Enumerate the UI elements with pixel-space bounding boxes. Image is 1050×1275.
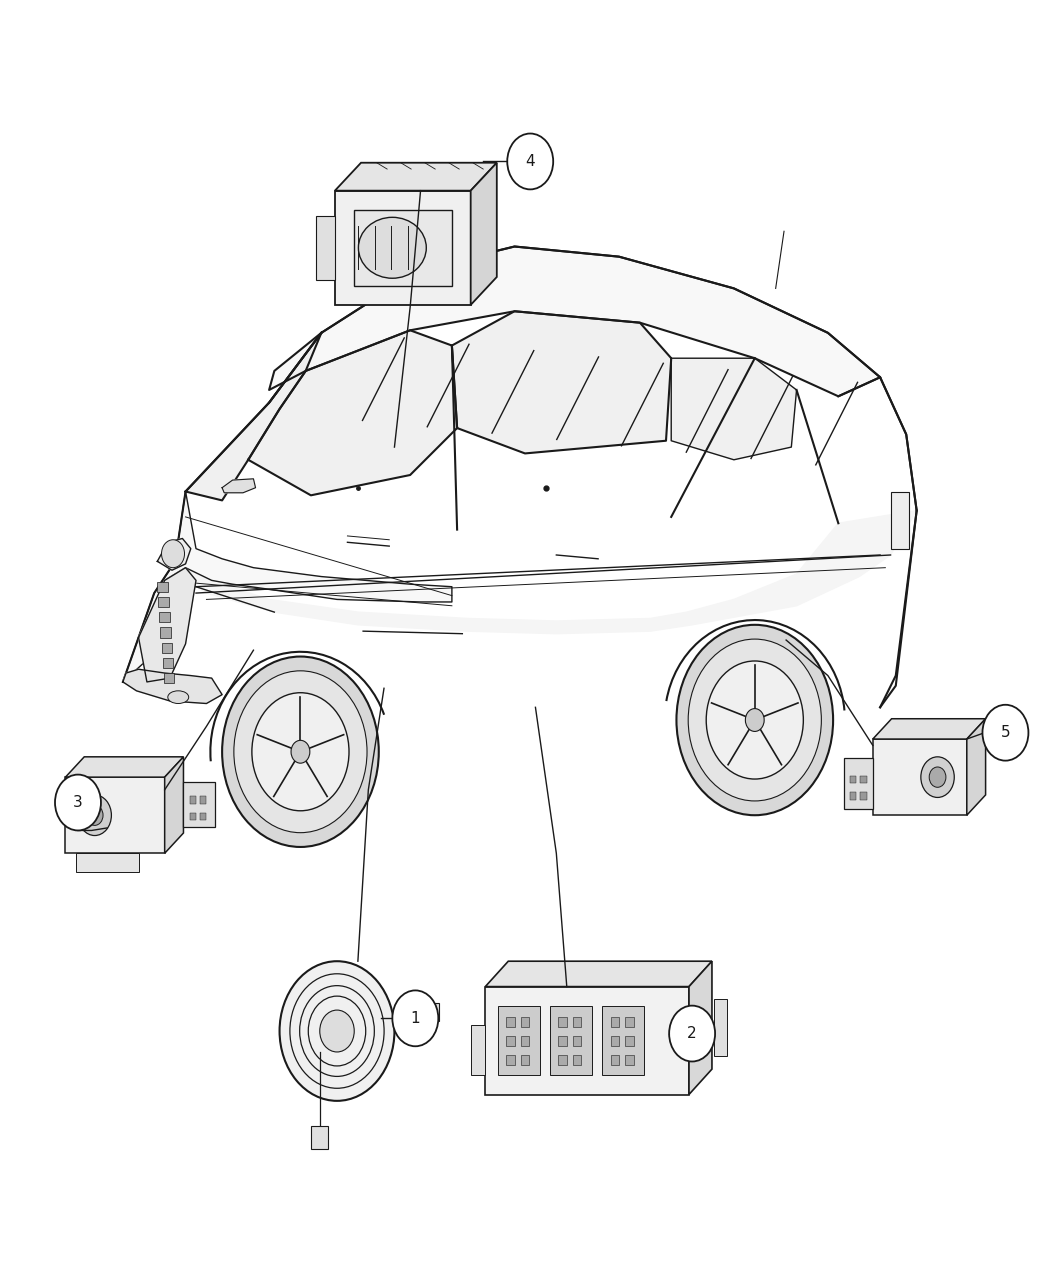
Circle shape	[707, 660, 803, 779]
Bar	[714, 1000, 727, 1057]
Bar	[485, 987, 689, 1094]
Bar	[335, 191, 470, 305]
Bar	[201, 796, 207, 803]
Polygon shape	[123, 492, 452, 682]
Bar	[611, 1037, 619, 1047]
Polygon shape	[139, 567, 196, 682]
Polygon shape	[269, 246, 880, 397]
Polygon shape	[65, 757, 184, 778]
Bar	[625, 1056, 633, 1066]
Bar	[158, 581, 168, 592]
Circle shape	[234, 671, 368, 833]
Circle shape	[320, 1010, 354, 1052]
Circle shape	[162, 539, 185, 567]
Ellipse shape	[168, 691, 189, 704]
Bar	[190, 796, 196, 803]
Bar	[559, 1017, 567, 1028]
Bar	[573, 1037, 582, 1047]
Polygon shape	[223, 479, 255, 492]
Bar	[873, 740, 967, 815]
Polygon shape	[967, 719, 986, 815]
Polygon shape	[335, 163, 497, 191]
Bar	[201, 812, 207, 820]
Bar	[559, 1037, 567, 1047]
Polygon shape	[843, 759, 873, 808]
Bar	[159, 597, 169, 607]
Bar	[521, 1056, 529, 1066]
Bar	[312, 1126, 328, 1149]
Circle shape	[252, 692, 349, 811]
Bar	[506, 1037, 514, 1047]
Polygon shape	[165, 757, 184, 853]
Bar	[625, 1037, 633, 1047]
Polygon shape	[470, 163, 497, 305]
Text: 5: 5	[1001, 725, 1010, 741]
Bar	[506, 1056, 514, 1066]
Circle shape	[983, 705, 1028, 761]
Bar	[506, 1017, 514, 1028]
Polygon shape	[158, 538, 191, 570]
Circle shape	[929, 768, 946, 787]
Bar	[849, 776, 856, 783]
Bar	[354, 209, 452, 286]
Bar	[611, 1056, 619, 1066]
Bar	[316, 215, 335, 279]
Bar	[160, 612, 170, 622]
Polygon shape	[186, 492, 917, 634]
Text: 2: 2	[688, 1026, 697, 1042]
Bar	[603, 1006, 644, 1075]
Bar	[521, 1037, 529, 1047]
Bar	[164, 673, 174, 683]
Circle shape	[676, 625, 833, 815]
Bar	[890, 492, 909, 548]
Bar	[573, 1017, 582, 1028]
Bar	[625, 1017, 633, 1028]
Bar	[421, 1003, 439, 1021]
Circle shape	[921, 757, 954, 797]
Bar	[860, 776, 866, 783]
Text: 4: 4	[525, 154, 536, 170]
Polygon shape	[248, 330, 457, 495]
Polygon shape	[186, 333, 321, 500]
Bar	[65, 778, 165, 853]
Text: 3: 3	[74, 796, 83, 810]
Ellipse shape	[358, 217, 426, 278]
Circle shape	[688, 639, 821, 801]
Circle shape	[86, 805, 103, 825]
Polygon shape	[689, 961, 712, 1094]
Bar	[161, 627, 171, 638]
Circle shape	[78, 794, 111, 835]
Polygon shape	[184, 783, 215, 826]
Text: 1: 1	[411, 1011, 420, 1026]
Circle shape	[393, 991, 438, 1047]
Circle shape	[669, 1006, 715, 1062]
Polygon shape	[671, 358, 797, 460]
Circle shape	[279, 961, 395, 1100]
Bar	[470, 1025, 485, 1075]
Bar	[163, 658, 173, 668]
Circle shape	[223, 657, 379, 847]
Polygon shape	[123, 669, 223, 704]
Circle shape	[55, 775, 101, 830]
Bar	[76, 853, 139, 872]
Circle shape	[746, 709, 764, 732]
Bar	[550, 1006, 592, 1075]
Bar	[573, 1056, 582, 1066]
Circle shape	[291, 741, 310, 764]
Polygon shape	[873, 719, 986, 739]
Circle shape	[507, 134, 553, 190]
Bar	[521, 1017, 529, 1028]
Bar	[860, 792, 866, 799]
Polygon shape	[485, 961, 712, 987]
Polygon shape	[452, 311, 671, 454]
Bar	[190, 812, 196, 820]
Bar	[162, 643, 172, 653]
Bar	[611, 1017, 619, 1028]
Bar	[498, 1006, 540, 1075]
Bar	[849, 792, 856, 799]
Bar	[559, 1056, 567, 1066]
